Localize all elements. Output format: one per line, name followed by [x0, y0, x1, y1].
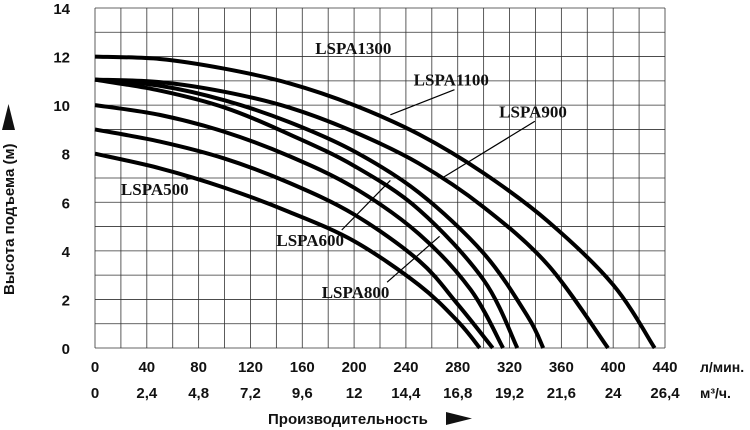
leader-line	[390, 89, 455, 116]
x2-tick-label: 12	[346, 385, 363, 402]
x2-tick-label: 14,4	[391, 385, 421, 402]
x2-tick-label: 7,2	[240, 385, 261, 402]
x-tick-label: 80	[190, 359, 207, 376]
y-tick-label: 12	[53, 50, 70, 67]
x2-tick-label: 26,4	[650, 385, 680, 402]
series-labels: LSPA1300 LSPA1100 LSPA900 LSPA500 LSPA600 LSP…	[121, 39, 567, 302]
series-label-lspa500: LSPA500	[121, 180, 189, 199]
curve-lspa400	[94, 151, 482, 350]
x-tick-label: 320	[497, 359, 522, 376]
y-tick-label: 8	[62, 147, 70, 164]
pump-curves	[94, 54, 657, 350]
curve-lspa1100	[94, 77, 610, 350]
x-tick-label: 440	[652, 359, 677, 376]
x2-tick-label: 4,8	[188, 385, 209, 402]
x-tick-label: 360	[549, 359, 574, 376]
x-tick-label: 240	[393, 359, 418, 376]
x2-tick-label: 2,4	[136, 385, 158, 402]
x-tick-label: 400	[601, 359, 626, 376]
series-label-lspa600: LSPA600	[276, 231, 344, 250]
x2-tick-label: 19,2	[495, 385, 524, 402]
grid-lines	[94, 7, 666, 349]
curve-lspa500	[94, 127, 495, 350]
x-tick-label: 160	[290, 359, 315, 376]
y-tick-label: 2	[62, 292, 70, 309]
y-tick-label: 14	[53, 1, 70, 18]
x2-tick-label: 9,6	[292, 385, 313, 402]
series-label-lspa800: LSPA800	[322, 283, 390, 302]
curve-lspa1300	[94, 54, 657, 350]
x-axis-title: Производительность	[268, 411, 472, 428]
x2-tick-label: 16,8	[443, 385, 472, 402]
y-tick-label: 10	[53, 98, 70, 115]
series-label-lspa900: LSPA900	[499, 102, 567, 121]
curve-lspa900	[94, 77, 546, 349]
series-label-lspa1300: LSPA1300	[315, 39, 391, 58]
y-tick-label: 0	[62, 341, 70, 358]
series-label-lspa1100: LSPA1100	[414, 71, 489, 90]
x2-unit-label: м³/ч.	[700, 385, 731, 401]
leader-line	[441, 120, 536, 179]
x-tick-label: 280	[445, 359, 470, 376]
y-tick-label: 6	[62, 195, 70, 212]
x2-tick-label: 21,6	[547, 385, 576, 402]
x-tick-label: 200	[342, 359, 367, 376]
y-axis-arrow-icon	[2, 104, 15, 130]
y-axis-label: Высота подъема (м)	[1, 143, 18, 295]
x-axis-label: Производительность	[268, 411, 428, 428]
y-tick-label: 4	[62, 244, 71, 261]
label-leader-lines	[186, 89, 536, 283]
curve-lspa800	[94, 77, 520, 349]
curve-lspa600	[94, 103, 505, 349]
leader-line	[186, 177, 202, 180]
x2-tick-label: 0	[91, 385, 99, 402]
x-tick-label: 40	[138, 359, 155, 376]
x-tick-label: 120	[238, 359, 263, 376]
x-unit-label: л/мин.	[700, 359, 744, 375]
y-axis-title: Высота подъема (м)	[1, 104, 18, 295]
x-tick-label: 0	[91, 359, 99, 376]
x-axis-arrow-icon	[446, 412, 472, 425]
leader-line	[341, 180, 391, 231]
leader-line	[386, 235, 440, 283]
x2-tick-label: 24	[605, 385, 622, 402]
